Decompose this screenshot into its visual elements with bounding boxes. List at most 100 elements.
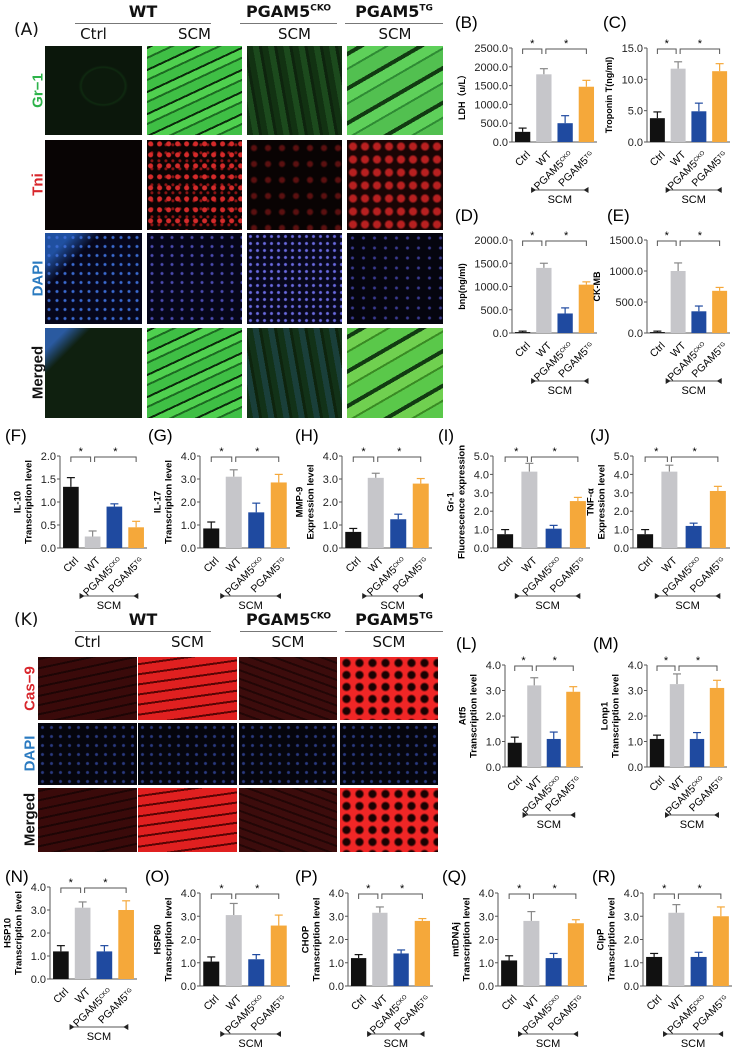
significance-star: * <box>400 883 405 895</box>
significance-star: * <box>662 883 667 895</box>
micrograph <box>340 788 438 852</box>
y-tick-label: 1.0 <box>474 525 489 537</box>
y-axis-label: LDH（u/L） <box>457 70 467 120</box>
category-label: WT <box>660 554 680 574</box>
bar <box>203 961 220 986</box>
column-header: SCM <box>372 633 406 651</box>
significance-bracket <box>522 48 543 54</box>
y-tick-label: 5.0 <box>628 106 643 118</box>
y-tick-label: 10.0 <box>622 74 643 86</box>
chart-d: (D) 0.0 500.0 1000.0 1500.0 2000.0 bnp(ng/ml) C… <box>455 206 597 397</box>
bar <box>514 131 531 142</box>
y-axis-label: Lonp1 <box>599 701 610 730</box>
y-tick-label: 500.0 <box>615 297 643 309</box>
y-tick-label: 3.0 <box>474 488 489 500</box>
y-axis-label: Transcription level <box>461 898 472 982</box>
significance-bracket <box>656 48 677 54</box>
significance-star: * <box>692 446 697 458</box>
bar <box>567 923 584 986</box>
significance-star: * <box>514 446 519 458</box>
bar <box>661 471 678 548</box>
panel-letter: (H) <box>295 426 319 445</box>
panel-letter: (B) <box>455 13 478 32</box>
y-axis-label: IL-10 <box>12 491 23 513</box>
category-label: Ctrl <box>51 986 71 1006</box>
group-line-arrow <box>531 378 537 384</box>
y-axis-label: Transcription level <box>610 674 621 758</box>
significance-star: * <box>696 655 701 667</box>
group-line-arrow <box>133 593 139 599</box>
bar <box>270 925 287 986</box>
y-axis-label: Transcription level <box>311 898 322 982</box>
group-line-arrow <box>665 378 671 384</box>
y-tick-label: 3.0 <box>614 488 629 500</box>
significance-star: * <box>219 883 224 895</box>
y-axis-label: IL-17 <box>152 491 163 513</box>
bar <box>248 959 265 986</box>
category-label: Ctrl <box>499 993 519 1013</box>
y-axis-label: Expression level <box>596 465 607 540</box>
group-line-arrow <box>362 593 368 599</box>
significance-bracket <box>522 240 543 246</box>
micrograph <box>347 46 443 135</box>
group-header: WT <box>128 610 158 629</box>
group-label: SCM <box>238 600 262 612</box>
group-line-arrow <box>714 812 719 818</box>
panel-letter: (K) <box>14 610 39 630</box>
significance-bracket <box>514 665 533 671</box>
bar <box>536 267 552 333</box>
bar <box>545 958 562 986</box>
panel-letter: (P) <box>295 867 318 886</box>
bar <box>527 685 542 767</box>
significance-star: * <box>366 883 371 895</box>
y-tick-label: 2.0 <box>614 506 629 518</box>
significance-star: * <box>552 446 557 458</box>
y-tick-label: 1.5 <box>41 474 56 486</box>
category-label: Ctrl <box>513 340 533 360</box>
significance-star: * <box>552 883 557 895</box>
bar <box>649 118 665 142</box>
bar <box>691 111 707 142</box>
significance-star: * <box>665 230 670 242</box>
bar <box>545 528 562 548</box>
panel-letter: (M) <box>593 634 618 653</box>
y-axis-label: ClpP <box>595 928 606 950</box>
micrograph <box>239 723 337 785</box>
y-tick-label: 2.0 <box>329 935 344 947</box>
bar <box>412 483 429 548</box>
bar <box>345 531 362 548</box>
y-tick-label: 2000.0 <box>474 235 508 247</box>
y-tick-label: 0.0 <box>474 543 489 555</box>
y-tick-label: 0.0 <box>624 981 639 993</box>
bar <box>536 74 552 142</box>
y-tick-label: 4.0 <box>323 451 338 463</box>
y-tick-label: 1.0 <box>329 958 344 970</box>
significance-bracket <box>377 456 422 462</box>
group-line-arrow <box>220 593 226 599</box>
group-line-arrow <box>718 1031 724 1037</box>
y-tick-label: 4.0 <box>31 882 46 894</box>
group-divider <box>345 23 443 24</box>
chart-n: (N) 0.0 1.0 2.0 3.0 4.0 HSP10 Transcription lev… <box>2 867 137 1043</box>
group-line-arrow <box>716 187 722 193</box>
group-line-arrow <box>276 1031 281 1037</box>
category-label: Ctrl <box>61 555 81 575</box>
y-tick-label: 3.0 <box>323 474 338 486</box>
column-header: SCM <box>271 633 305 651</box>
group-header: PGAM5TG <box>355 610 433 629</box>
bar <box>649 332 665 333</box>
chart-b: (B) 0.0 500.0 1000.0 1500.0 2000.0 2500.0 LDH（u… <box>455 13 597 206</box>
bar <box>248 512 265 548</box>
group-line-arrow <box>575 593 581 599</box>
bar <box>203 528 220 548</box>
y-tick-label: 4.0 <box>486 660 501 672</box>
group-divider <box>240 631 337 632</box>
bar <box>497 534 514 548</box>
y-tick-label: 0.0 <box>41 543 56 555</box>
y-tick-label: 4.0 <box>181 888 196 900</box>
group-line-arrow <box>715 593 721 599</box>
group-line-arrow <box>419 1031 425 1037</box>
significance-star: * <box>697 883 702 895</box>
column-header: SCM <box>378 25 412 43</box>
